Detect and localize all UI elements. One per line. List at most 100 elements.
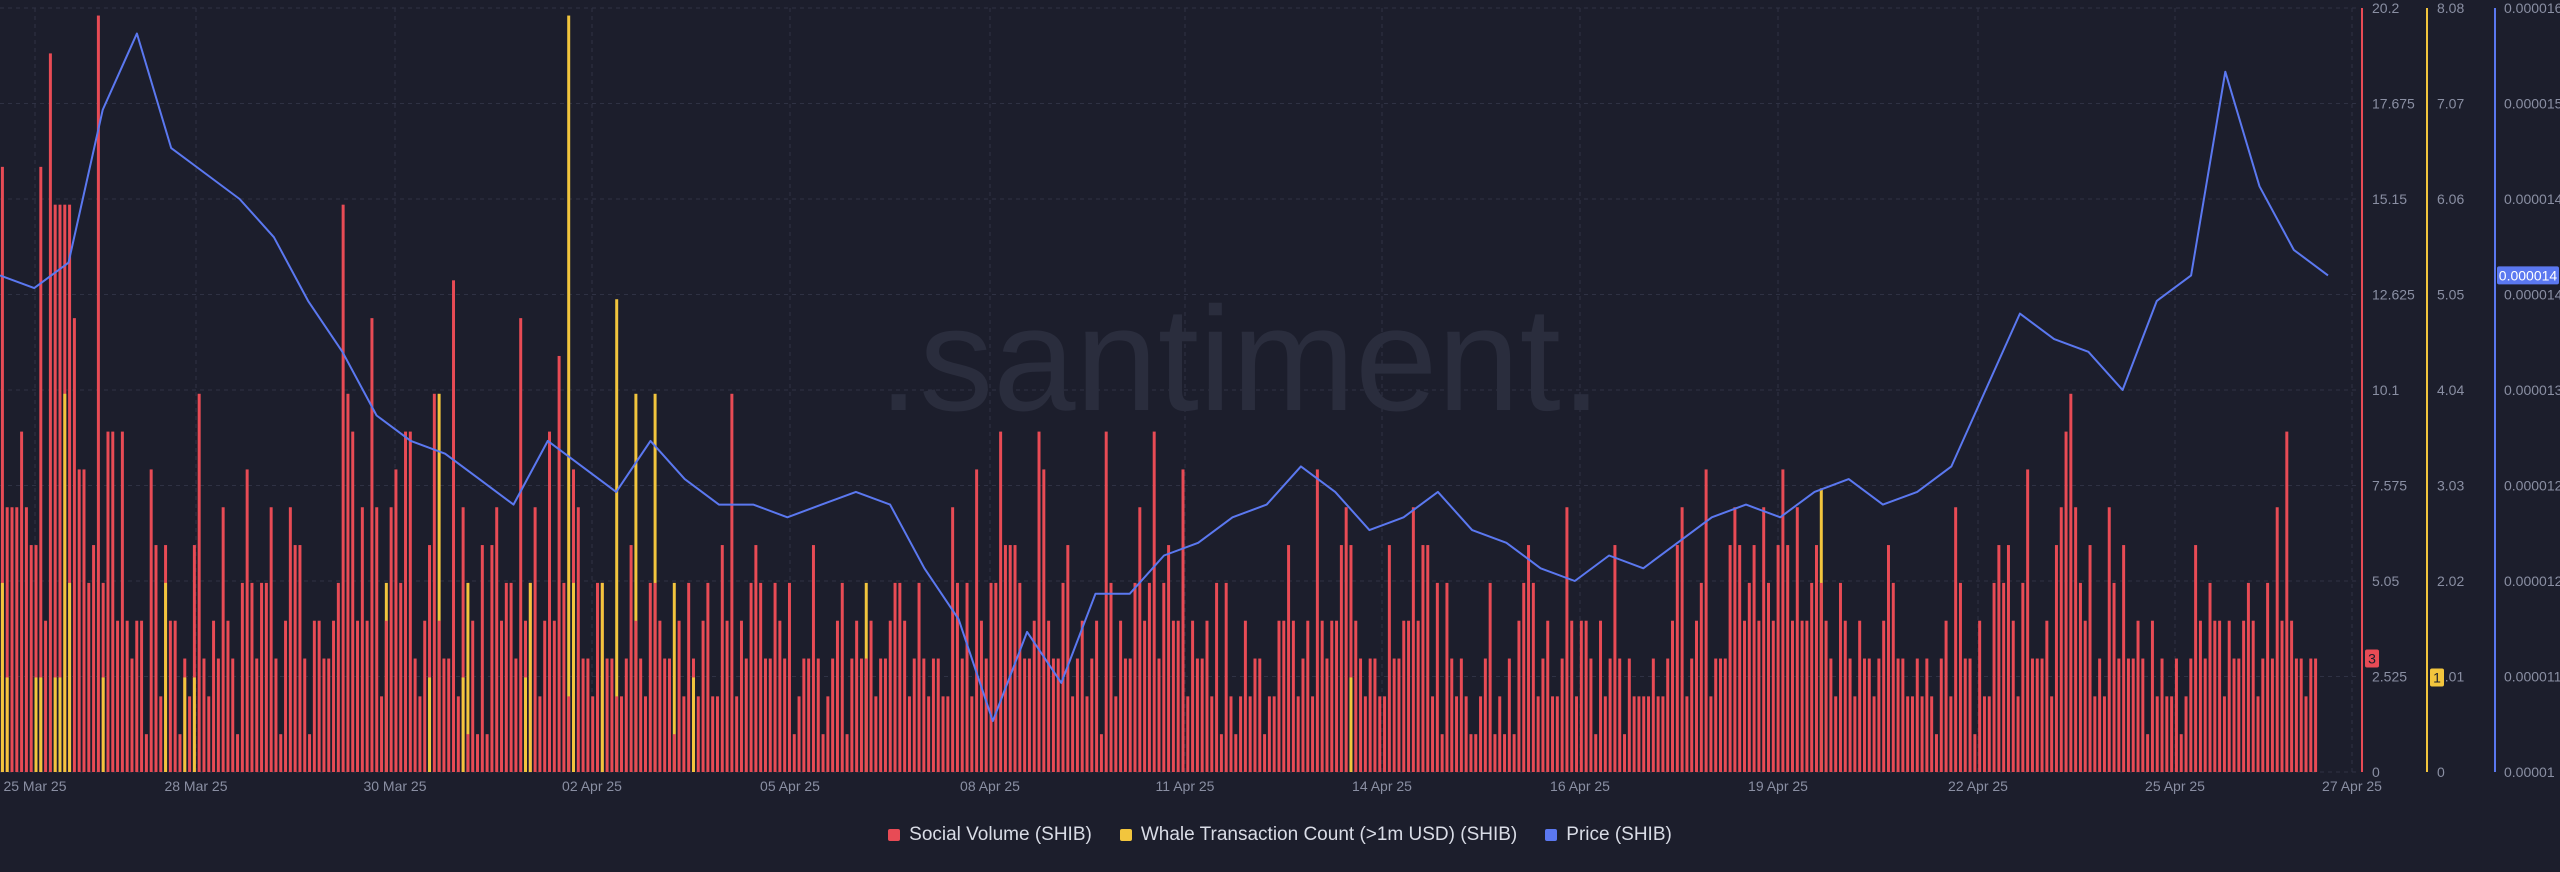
- social-volume-bar: [1263, 734, 1267, 772]
- social-volume-bar: [792, 734, 796, 772]
- social-volume-bar: [859, 658, 863, 772]
- whale-count-bar: [58, 677, 62, 772]
- social-volume-bar: [1330, 620, 1334, 772]
- social-volume-bar: [2299, 658, 2303, 772]
- grid-layer: [0, 7, 2360, 773]
- legend-item-social[interactable]: Social Volume (SHIB): [888, 824, 1092, 846]
- social-volume-bar: [1858, 620, 1862, 772]
- social-tick-label: 12.625: [2372, 287, 2415, 303]
- social-volume-bar: [1747, 582, 1751, 772]
- social-volume-bar: [1296, 696, 1300, 772]
- social-volume-bar: [1925, 658, 1929, 772]
- whale-count-bar: [34, 677, 38, 772]
- social-volume-bar: [447, 658, 451, 772]
- social-volume-bar: [1325, 658, 1329, 772]
- x-tick-label: 25 Mar 25: [3, 778, 66, 794]
- social-volume-bar: [1934, 734, 1938, 772]
- social-volume-bar: [2270, 658, 2274, 772]
- social-volume-bar: [1685, 696, 1689, 772]
- social-volume-bar: [1488, 582, 1492, 772]
- whale-count-bar: [437, 393, 441, 772]
- whale-tick-label: 2.02: [2437, 573, 2464, 589]
- social-volume-bar: [452, 280, 456, 772]
- social-tick-label: 15.15: [2372, 191, 2407, 207]
- social-volume-bar: [907, 696, 911, 772]
- social-volume-bar: [1397, 658, 1401, 772]
- social-volume-bar: [797, 696, 801, 772]
- social-volume-bar: [1095, 620, 1099, 772]
- social-volume-bar: [1224, 582, 1228, 772]
- whale-count-bar: [0, 582, 4, 772]
- legend-item-price[interactable]: Price (SHIB): [1545, 824, 1672, 846]
- social-volume-bar: [1267, 696, 1271, 772]
- social-swatch-icon: [888, 829, 901, 841]
- social-volume-bar: [763, 658, 767, 772]
- social-volume-bar: [1613, 545, 1617, 772]
- social-volume-bar: [1992, 582, 1996, 772]
- social-volume-bar: [2107, 507, 2111, 772]
- social-tick-label: 10.1: [2372, 382, 2399, 398]
- social-volume-bar: [317, 620, 321, 772]
- social-volume-bar: [917, 582, 921, 772]
- social-volume-bar: [2285, 431, 2289, 772]
- social-volume-bar: [711, 696, 715, 772]
- social-volume-bar: [927, 696, 931, 772]
- social-volume-bar: [2050, 696, 2054, 772]
- social-volume-bar: [2280, 620, 2284, 772]
- social-volume-bar: [653, 582, 657, 772]
- price-tick-label: 0.000014: [2504, 191, 2560, 207]
- social-volume-bar: [1047, 620, 1051, 772]
- social-volume-bar: [869, 620, 873, 772]
- social-volume-bar: [605, 658, 609, 772]
- social-volume-bar: [1728, 545, 1732, 772]
- social-volume-bar: [2117, 658, 2121, 772]
- whale-tick-label: 7.07: [2437, 96, 2464, 112]
- social-volume-bar: [2222, 696, 2226, 772]
- social-volume-bar: [1450, 658, 1454, 772]
- whale-count-bar: [1349, 677, 1353, 772]
- price-last-value-box: [2497, 266, 2559, 285]
- social-volume-bar: [1349, 545, 1353, 772]
- social-volume-bar: [2290, 620, 2294, 772]
- social-volume-bar: [682, 696, 686, 772]
- social-volume-bar: [735, 696, 739, 772]
- social-volume-bar: [706, 582, 710, 772]
- social-volume-bar: [783, 658, 787, 772]
- social-volume-bar: [125, 620, 129, 772]
- social-volume-bar: [1982, 696, 1986, 772]
- social-volume-bar: [1891, 582, 1895, 772]
- x-tick-label: 25 Apr 25: [2145, 778, 2205, 794]
- x-tick-label: 02 Apr 25: [562, 778, 622, 794]
- social-volume-bar: [1373, 658, 1377, 772]
- social-volume-bar: [351, 431, 355, 772]
- social-volume-bar: [159, 696, 163, 772]
- social-volume-bar: [1027, 658, 1031, 772]
- social-volume-bar: [1531, 582, 1535, 772]
- social-volume-bar: [1507, 658, 1511, 772]
- social-volume-bar: [936, 658, 940, 772]
- social-volume-bar: [2246, 582, 2250, 772]
- social-volume-bar: [1152, 431, 1156, 772]
- social-volume-bar: [250, 582, 254, 772]
- x-tick-label: 27 Apr 25: [2322, 778, 2382, 794]
- social-volume-bar: [1287, 545, 1291, 772]
- social-volume-bar: [236, 734, 240, 772]
- social-volume-bar: [1675, 545, 1679, 772]
- price-last-value-text: 0.000014: [2499, 267, 2558, 283]
- social-volume-bar: [394, 469, 398, 772]
- social-volume-bar: [2179, 734, 2183, 772]
- legend-item-whale[interactable]: Whale Transaction Count (>1m USD) (SHIB): [1119, 824, 1517, 846]
- social-volume-bar: [2203, 658, 2207, 772]
- social-volume-bar: [298, 545, 302, 772]
- social-volume-bar: [1503, 734, 1507, 772]
- social-volume-bar: [2016, 696, 2020, 772]
- social-volume-bar: [1872, 696, 1876, 772]
- social-tick-label: 0: [2372, 764, 2380, 780]
- social-volume-bar: [1479, 696, 1483, 772]
- social-volume-bar: [1906, 696, 1910, 772]
- social-volume-bar: [106, 431, 110, 772]
- social-volume-bar: [1522, 582, 1526, 772]
- social-volume-bar: [2011, 620, 2015, 772]
- social-volume-bar: [744, 658, 748, 772]
- social-volume-bar: [864, 658, 868, 772]
